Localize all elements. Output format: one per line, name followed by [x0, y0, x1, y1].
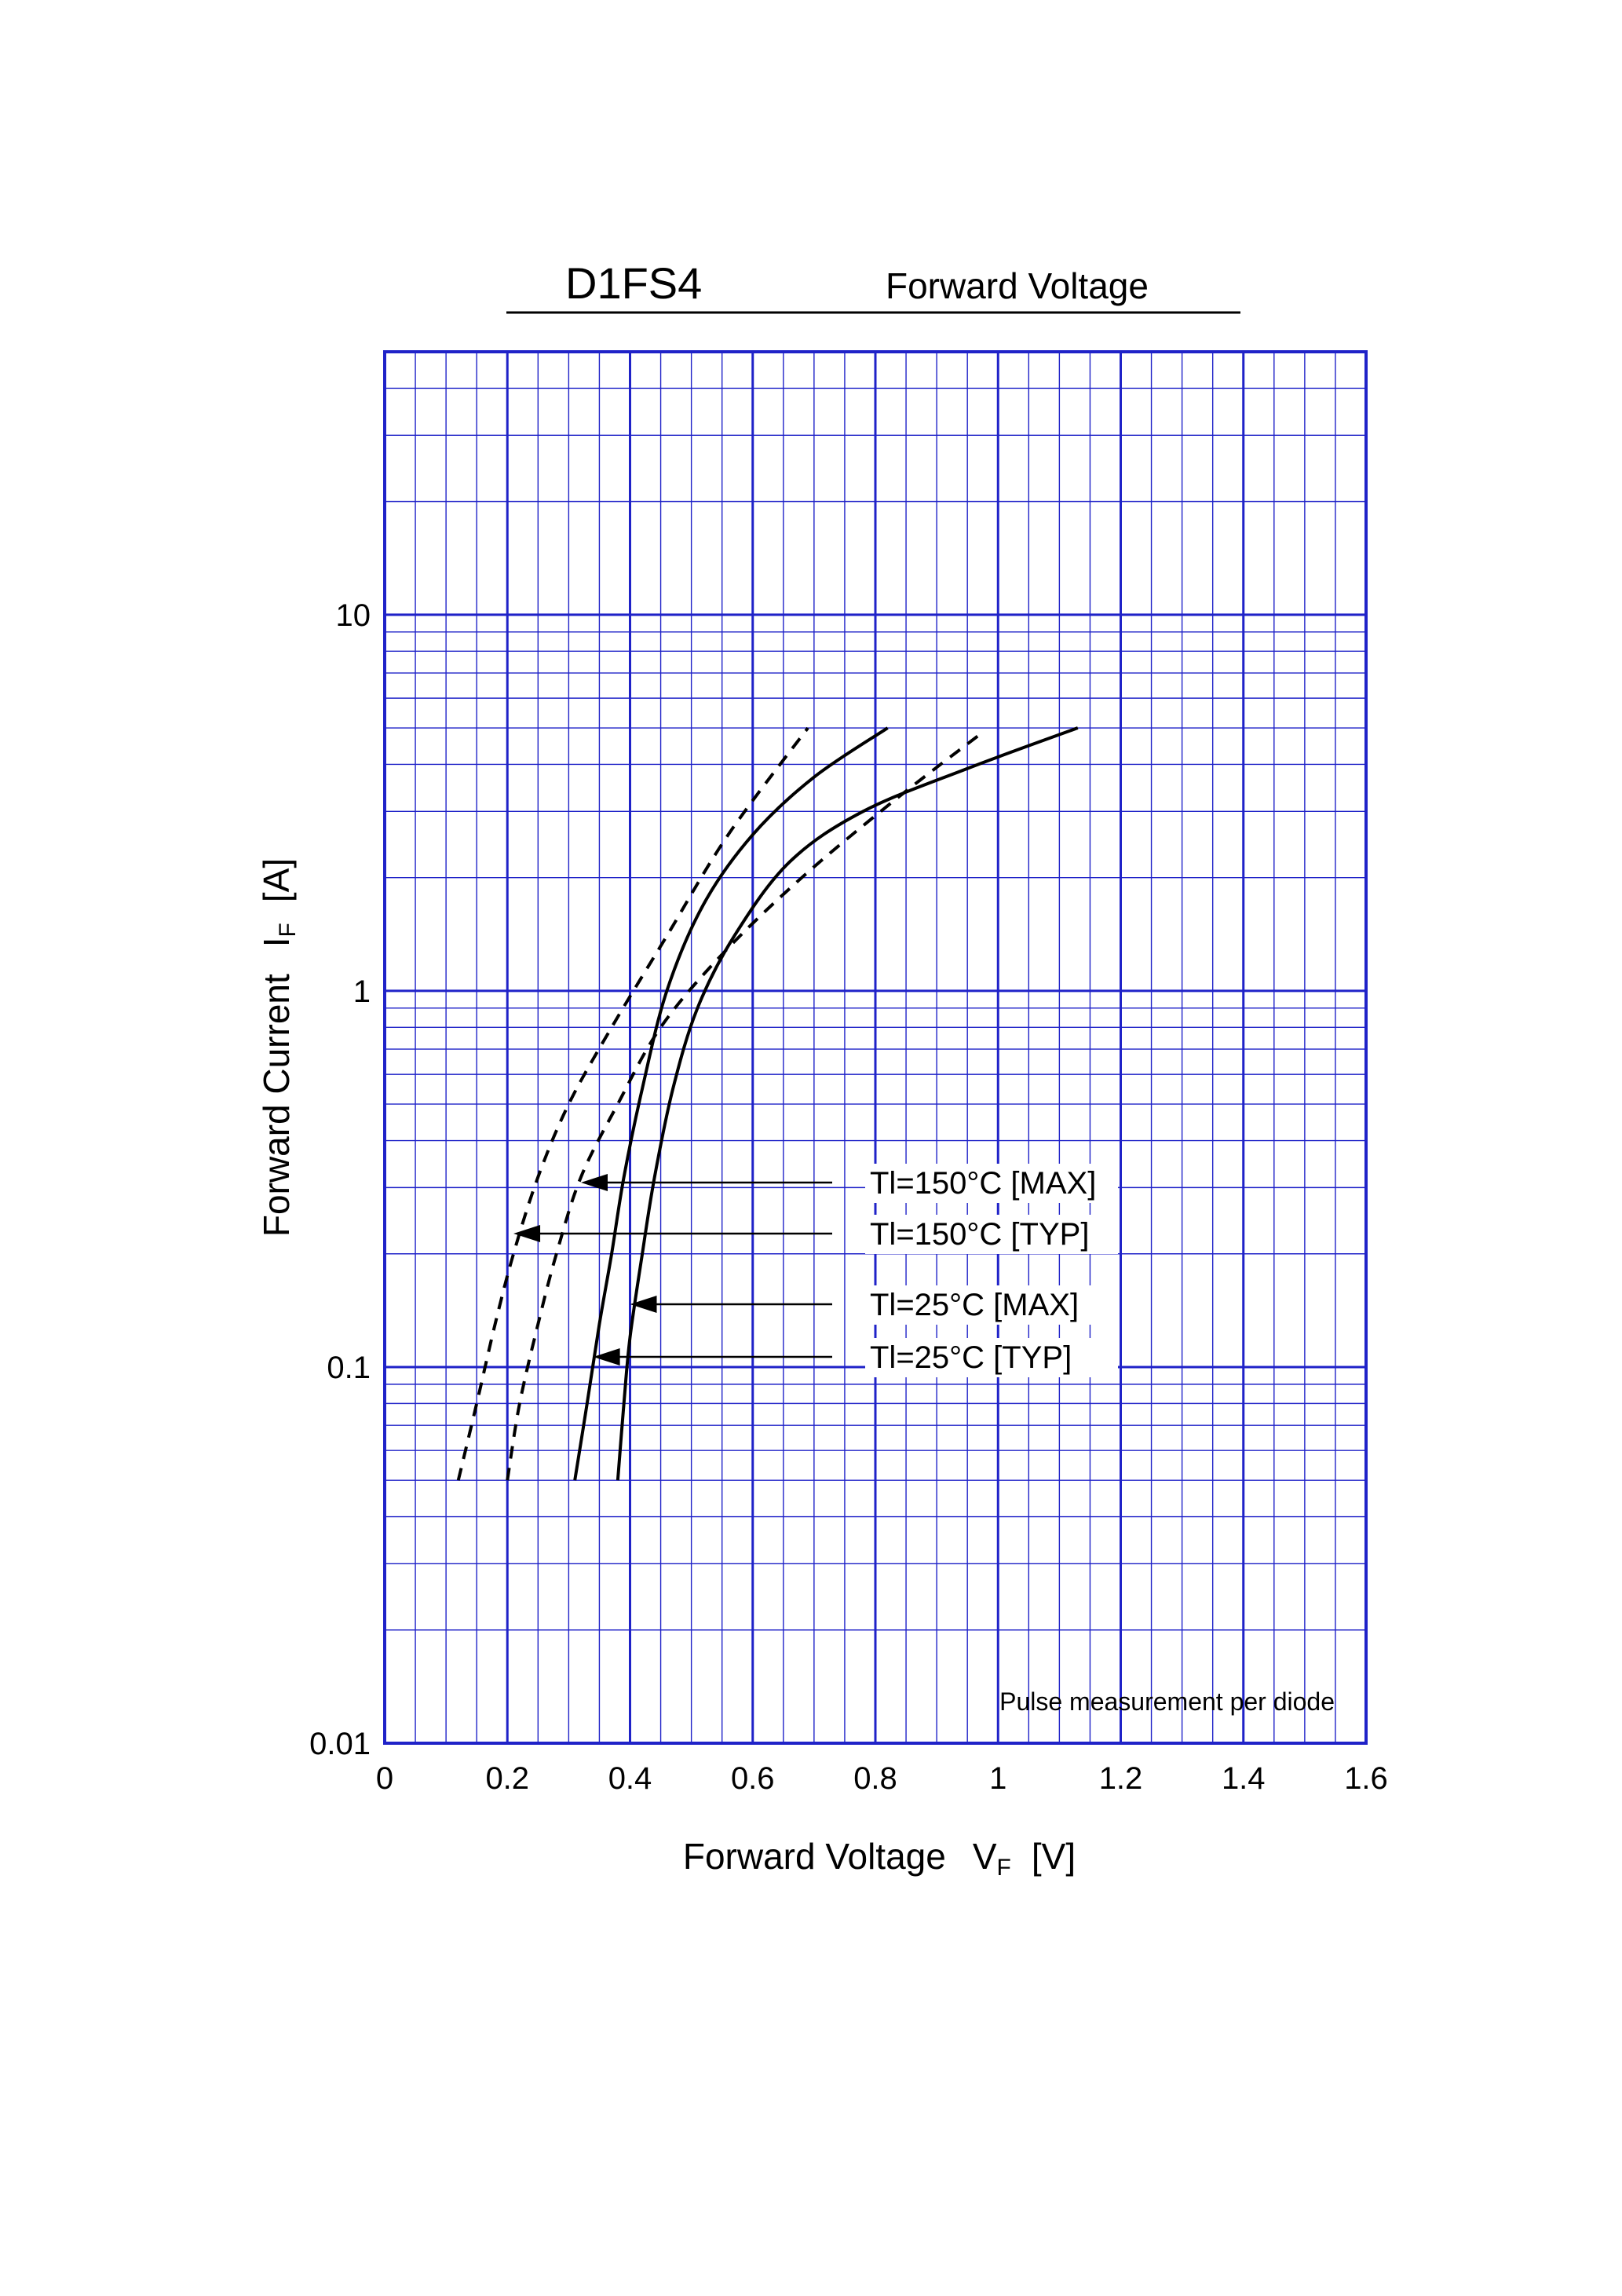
x-tick-label: 1.2 — [1099, 1761, 1143, 1796]
x-tick-label: 1 — [989, 1761, 1006, 1796]
curve-label: Tl=150°C [MAX] — [870, 1166, 1096, 1201]
plot-grid — [383, 351, 1368, 1745]
y-axis-unit: [A] — [256, 858, 297, 902]
series-curve-3 — [573, 726, 889, 1481]
curve-label-bg — [865, 1285, 1118, 1325]
curve-label-arrowhead — [513, 1225, 541, 1242]
series-curve-4 — [616, 726, 1079, 1481]
x-tick-label: 0.6 — [731, 1761, 775, 1796]
x-axis-unit: [V] — [1032, 1836, 1076, 1877]
y-axis-title: Forward Current IF [A] — [256, 858, 301, 1237]
y-tick-label: 1 — [353, 974, 371, 1009]
x-axis-title: Forward Voltage VF [V] — [683, 1836, 1076, 1881]
curve-label-bg — [865, 1164, 1118, 1203]
curve-label-arrowhead — [593, 1348, 620, 1366]
curve-label: Tl=25°C [MAX] — [870, 1288, 1079, 1322]
chart-title: D1FS4 — [565, 258, 702, 308]
x-axis-subscript: F — [997, 1855, 1011, 1881]
x-tick-label: 1.4 — [1222, 1761, 1266, 1796]
y-tick-label: 10 — [336, 598, 371, 633]
curve-label: Tl=150°C [TYP] — [870, 1217, 1089, 1252]
x-tick-label: 0.2 — [485, 1761, 529, 1796]
x-tick-label: 0.4 — [608, 1761, 652, 1796]
plot-frame — [383, 350, 1368, 1745]
y-axis-symbol: I — [256, 937, 297, 947]
curve-label-bg — [865, 1338, 1118, 1377]
curve-label-arrowhead — [581, 1174, 608, 1191]
curve-label: Tl=25°C [TYP] — [870, 1340, 1072, 1375]
x-axis-label: Forward Voltage — [683, 1836, 946, 1877]
data-series — [456, 726, 1079, 1481]
pulse-note: Pulse measurement per diode — [999, 1687, 1335, 1716]
curve-label-bg — [865, 1215, 1118, 1254]
x-axis-symbol: V — [973, 1836, 997, 1877]
x-tick-label: 0.8 — [853, 1761, 897, 1796]
series-curve-1 — [456, 726, 809, 1481]
chart-subtitle: Forward Voltage — [886, 265, 1149, 306]
curve-labels: Tl=150°C [MAX] Tl=150°C [TYP] Tl=25°C [MAX… — [513, 1164, 1118, 1377]
y-tick-labels: 0.01 0.1 1 10 — [309, 598, 371, 1761]
y-axis-label: Forward Current — [256, 974, 297, 1237]
x-tick-labels: 0 0.2 0.4 0.6 0.8 1 1.2 1.4 1.6 — [376, 1761, 1388, 1796]
y-tick-label: 0.01 — [309, 1727, 371, 1761]
curve-label-arrowhead — [630, 1296, 657, 1313]
x-tick-label: 1.6 — [1344, 1761, 1388, 1796]
y-tick-label: 0.1 — [327, 1351, 371, 1385]
x-tick-label: 0 — [376, 1761, 393, 1796]
y-axis-subscript: F — [275, 923, 301, 937]
